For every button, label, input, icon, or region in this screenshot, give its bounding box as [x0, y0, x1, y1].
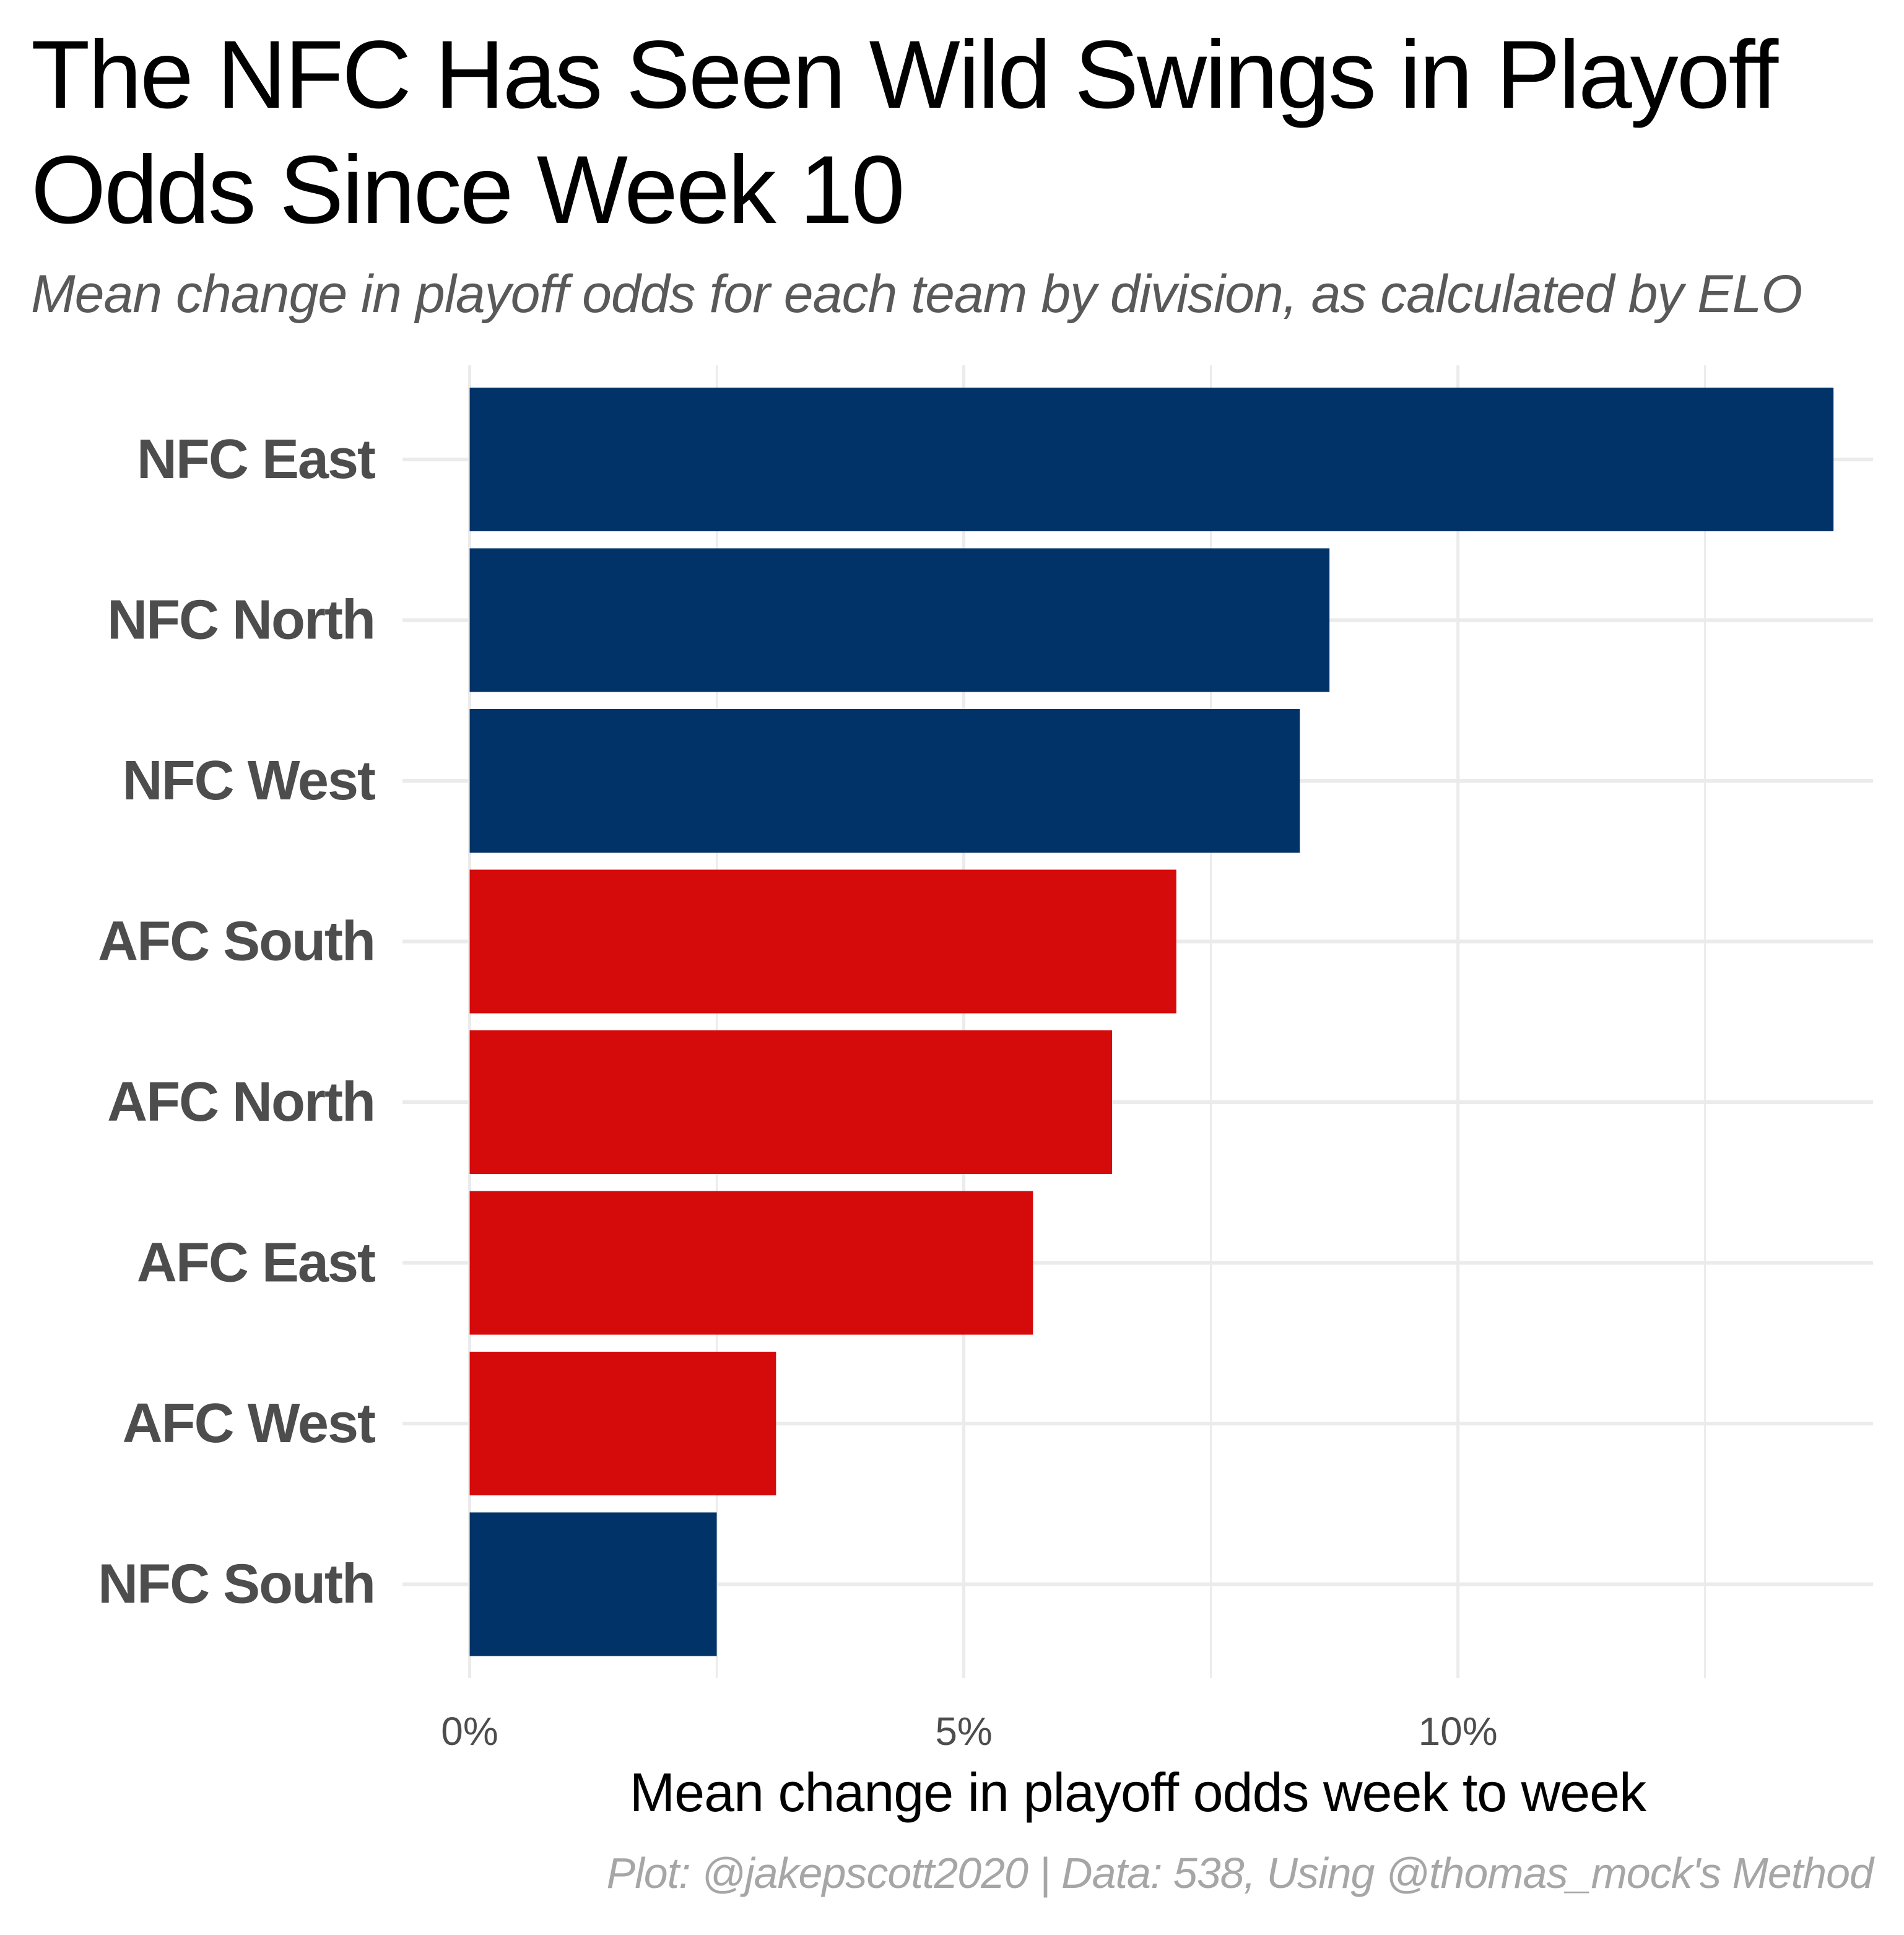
bar-afc-east: [469, 1191, 1033, 1335]
chart-caption: Plot: @jakepscott2020 | Data: 538, Using…: [606, 1849, 1874, 1897]
y-tick-label-nfc-west: NFC West: [123, 750, 375, 812]
y-tick-label-nfc-north: NFC North: [107, 589, 375, 651]
y-tick-label-afc-west: AFC West: [123, 1393, 375, 1455]
x-axis-title: Mean change in playoff odds week to week: [630, 1762, 1647, 1823]
bar-afc-south: [469, 869, 1176, 1014]
chart-title: The NFC Has Seen Wild Swings in Playoff …: [31, 21, 1778, 244]
y-tick-label-afc-north: AFC North: [107, 1071, 375, 1133]
x-tick-label-2: 10%: [1419, 1709, 1498, 1754]
y-tick-label-afc-east: AFC East: [137, 1232, 375, 1294]
x-tick-label-1: 5%: [935, 1709, 993, 1754]
bar-nfc-north: [469, 548, 1330, 692]
bar-nfc-south: [469, 1512, 717, 1656]
x-tick-label-0: 0%: [441, 1709, 498, 1754]
bar-nfc-east: [469, 388, 1834, 531]
bar-afc-west: [469, 1352, 776, 1495]
bar-nfc-west: [469, 709, 1300, 853]
y-tick-label-afc-south: AFC South: [98, 911, 375, 973]
bar-afc-north: [469, 1030, 1113, 1174]
y-tick-label-nfc-south: NFC South: [98, 1554, 375, 1615]
chart-subtitle: Mean change in playoff odds for each tea…: [31, 264, 1802, 324]
y-tick-label-nfc-east: NFC East: [137, 428, 375, 490]
